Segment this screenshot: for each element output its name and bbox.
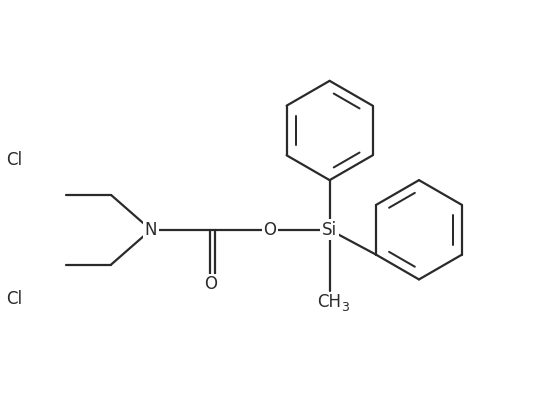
Text: CH: CH bbox=[317, 293, 342, 311]
Text: O: O bbox=[204, 276, 217, 294]
Text: Si: Si bbox=[322, 221, 337, 239]
Text: O: O bbox=[263, 221, 277, 239]
Text: N: N bbox=[145, 221, 157, 239]
Text: 3: 3 bbox=[342, 301, 349, 314]
Text: Cl: Cl bbox=[6, 151, 22, 169]
Text: Cl: Cl bbox=[6, 290, 22, 308]
